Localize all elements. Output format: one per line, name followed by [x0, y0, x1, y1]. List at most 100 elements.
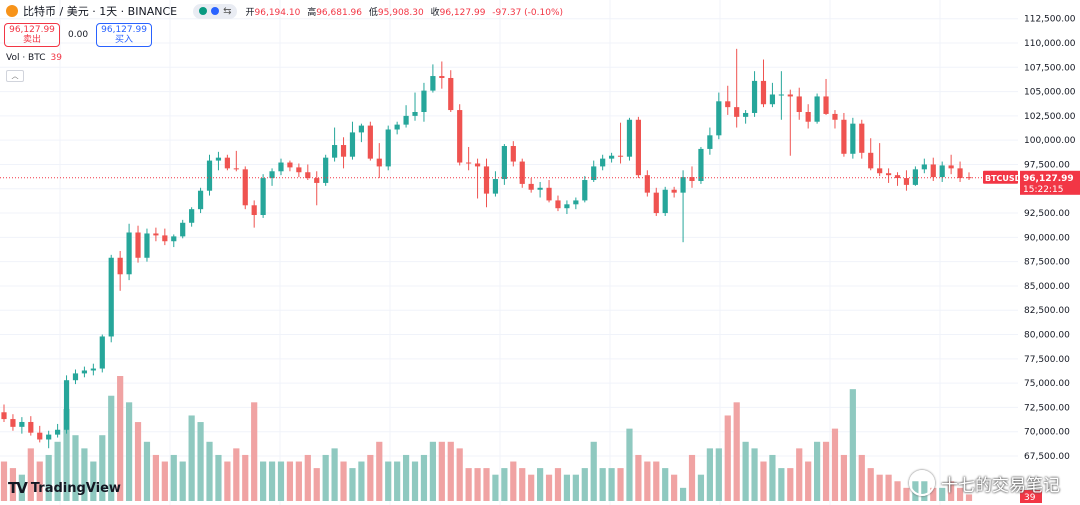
candle-body [46, 434, 52, 440]
candle-body [930, 164, 936, 178]
volume-bar [822, 441, 830, 501]
candle-body [215, 157, 222, 161]
volume-bar [277, 461, 285, 501]
volume-label: Vol · BTC [6, 53, 46, 63]
candle-body [269, 171, 275, 179]
candle-body [448, 77, 454, 111]
candle-body [751, 80, 758, 113]
volume-tag-bg [1020, 490, 1042, 503]
volume-bar [787, 468, 794, 501]
volume-bar [188, 415, 195, 501]
volume-bar [429, 441, 436, 501]
candle-body [859, 123, 865, 153]
y-tick-label: 105,000.00 [1024, 88, 1076, 98]
volume-bar [814, 441, 821, 501]
volume-bar [72, 435, 79, 501]
volume-bar [45, 454, 52, 501]
candle-body [332, 145, 338, 158]
last-price-tag-text: 96,127.99 [1023, 174, 1074, 184]
candle-body [278, 162, 284, 172]
candle-body [358, 125, 365, 133]
candle-body [189, 209, 195, 223]
volume-bar [599, 468, 606, 501]
candle-body [242, 169, 248, 206]
volume-bar [501, 468, 508, 501]
collapse-legend-icon[interactable]: ︿ [6, 70, 24, 82]
volume-bars [0, 376, 973, 501]
volume-bar [751, 448, 758, 501]
candle-body [153, 233, 159, 236]
candle-body [233, 168, 239, 170]
candle-body [1, 412, 7, 420]
compare-dot-icon [211, 7, 220, 15]
candle-body [760, 80, 767, 105]
volume-bar [206, 441, 213, 501]
candle-body [769, 94, 776, 105]
candle-body [778, 94, 784, 96]
volume-bar [224, 461, 231, 501]
candle-body [734, 107, 740, 117]
candle-body [483, 166, 490, 194]
tradingview-logo[interactable]: TV TradingView [8, 479, 121, 497]
candle-body [814, 96, 820, 122]
y-tick-label: 67,500.00 [1024, 452, 1070, 462]
volume-bar [519, 468, 526, 501]
volume-bar [394, 461, 401, 501]
y-tick-label: 107,500.00 [1024, 63, 1076, 73]
volume-bar [36, 461, 43, 501]
candle-body [117, 257, 123, 275]
volume-bar [438, 441, 445, 501]
candle-body [349, 132, 356, 157]
volume-bar [170, 454, 177, 501]
candle-body [180, 222, 186, 237]
indicator-status-pill[interactable]: ⇆ [193, 3, 238, 19]
candle-body [340, 145, 347, 157]
volume-bar [304, 454, 311, 501]
volume-bar [894, 481, 901, 501]
spread-value: 0.00 [68, 30, 89, 40]
volume-bar [233, 448, 240, 501]
volume-bar [125, 402, 133, 501]
volume-legend[interactable]: Vol · BTC 39 [6, 53, 62, 63]
candle-body [55, 429, 61, 435]
candle-body [376, 158, 382, 167]
candle-body [474, 163, 481, 167]
buy-label: 买入 [115, 35, 134, 45]
y-tick-label: 97,500.00 [1024, 160, 1070, 170]
candle-body [206, 160, 213, 191]
candle-body [439, 76, 445, 78]
candle-body [698, 148, 704, 181]
volume-bar [528, 474, 535, 501]
volume-bar [411, 461, 419, 501]
volume-bar [760, 461, 767, 501]
volume-bar [465, 468, 472, 501]
candle-body [412, 111, 418, 116]
volume-bar [831, 428, 839, 501]
sell-button[interactable]: 96,127.99 卖出 [4, 23, 60, 47]
candle-body [850, 123, 856, 154]
volume-bar [161, 461, 168, 501]
high-label: 高 [307, 7, 317, 18]
volume-bar [251, 402, 258, 501]
volume-bar [63, 408, 70, 501]
volume-bar [242, 454, 249, 501]
candle-body [644, 175, 650, 193]
price-axis[interactable]: 112,500.00 110,000.00 107,500.00 105,000.00… [1024, 15, 1076, 462]
watermark-text: 十七的交易笔记 [941, 475, 1060, 496]
candle-body [600, 158, 606, 167]
candle-body [296, 167, 302, 173]
candle-body [573, 200, 579, 205]
volume-bar [510, 461, 517, 501]
candle-body [894, 175, 901, 179]
buy-button[interactable]: 96,127.99 买入 [96, 23, 153, 47]
candle-body [135, 232, 141, 258]
volume-bar [948, 481, 955, 501]
candle-body [903, 178, 910, 185]
symbol-title[interactable]: 比特币 / 美元 · 1天 · BINANCE [23, 5, 178, 18]
y-tick-label: 72,500.00 [1024, 403, 1070, 413]
y-tick-label: 70,000.00 [1024, 428, 1070, 438]
candle-body [63, 380, 70, 430]
